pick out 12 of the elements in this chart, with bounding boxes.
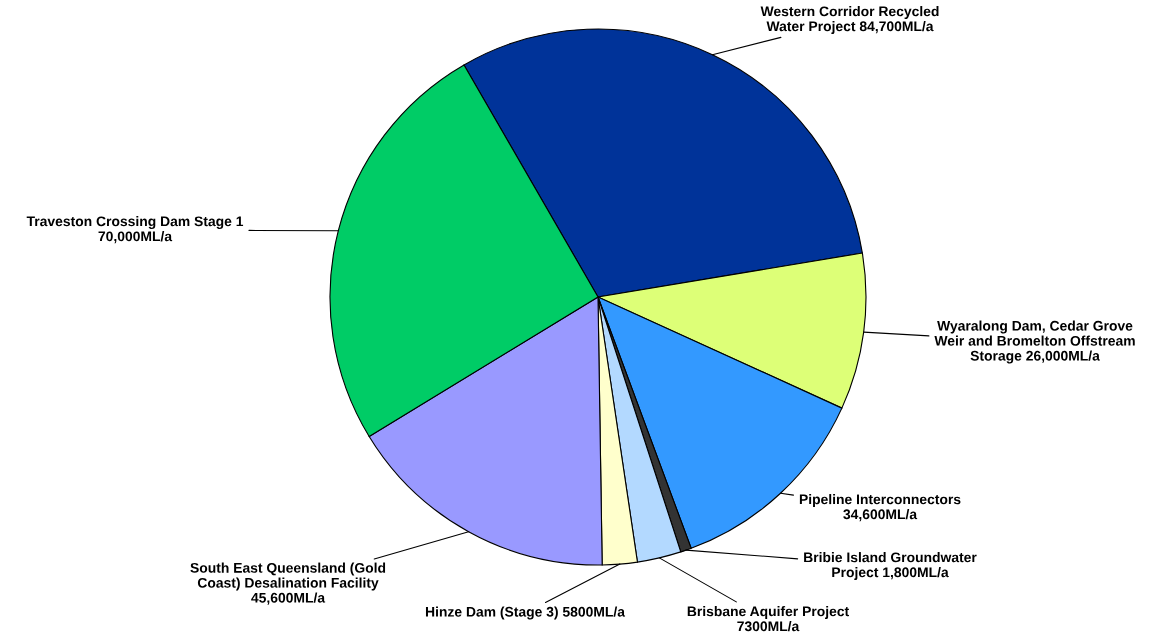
- slice-label: Wyaralong Dam, Cedar Grove Weir and Bromelton Offstream Storage 26,000ML/a: [934, 320, 1135, 364]
- slice-label: Western Corridor Recycled Water Project 84,700ML/a: [760, 6, 939, 34]
- slice-label: South East Queensland (Gold Coast) Desalination Facility: [190, 562, 386, 591]
- data-label: 45,600ML/a: [251, 592, 326, 605]
- data-label: 34,600ML/a: [843, 509, 918, 522]
- slice-label: Brisbane Aquifer Project: [687, 606, 849, 619]
- slice-label: Pipeline Interconnectors: [799, 494, 961, 507]
- slice-label: Bribie Island Groundwater Project 1,800ML/a: [804, 552, 977, 580]
- slice-label: Hinze Dam (Stage 3) 5800ML/a: [425, 606, 626, 620]
- data-label: 7300ML/a: [737, 621, 800, 632]
- data-label: 70,000ML/a: [98, 231, 173, 244]
- slice-label: Traveston Crossing Dam Stage 1: [26, 216, 244, 230]
